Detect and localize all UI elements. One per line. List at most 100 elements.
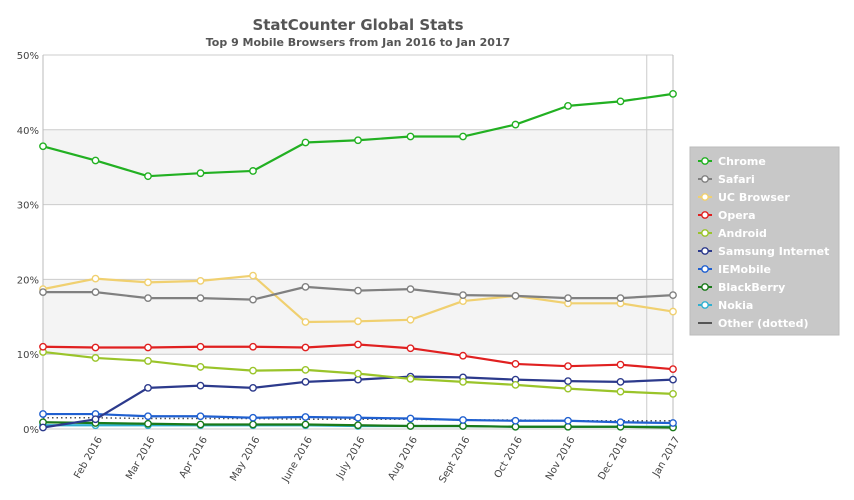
data-point-blackberry[interactable] bbox=[196, 420, 205, 429]
data-point-iemobile[interactable] bbox=[511, 416, 520, 425]
data-point-samsung-internet[interactable] bbox=[301, 377, 310, 386]
data-point-chrome[interactable] bbox=[616, 97, 625, 106]
data-point-chrome[interactable] bbox=[459, 132, 467, 141]
data-point-android[interactable] bbox=[511, 380, 520, 389]
data-point-opera[interactable] bbox=[91, 343, 100, 352]
legend-label-chrome[interactable]: Chrome bbox=[718, 155, 766, 168]
data-point-chrome[interactable] bbox=[354, 136, 362, 145]
data-point-iemobile[interactable] bbox=[616, 418, 625, 427]
data-point-safari[interactable] bbox=[196, 294, 205, 302]
data-point-chrome[interactable] bbox=[406, 132, 415, 141]
data-point-samsung-internet[interactable] bbox=[249, 383, 257, 392]
data-point-iemobile[interactable] bbox=[354, 413, 362, 422]
data-point-opera[interactable] bbox=[669, 365, 677, 374]
data-point-safari[interactable] bbox=[616, 294, 625, 302]
data-point-safari[interactable] bbox=[511, 291, 520, 300]
data-point-safari[interactable] bbox=[669, 291, 677, 300]
data-point-safari[interactable] bbox=[406, 285, 415, 294]
legend-label-opera[interactable]: Opera bbox=[718, 209, 756, 222]
data-point-iemobile[interactable] bbox=[406, 414, 415, 423]
data-point-opera[interactable] bbox=[301, 343, 310, 352]
data-point-uc-browser[interactable] bbox=[196, 276, 205, 285]
data-point-opera[interactable] bbox=[616, 360, 625, 369]
data-point-opera[interactable] bbox=[511, 360, 520, 368]
data-point-blackberry[interactable] bbox=[144, 419, 152, 428]
data-point-uc-browser[interactable] bbox=[91, 274, 100, 283]
data-point-samsung-internet[interactable] bbox=[39, 423, 47, 432]
data-point-safari[interactable] bbox=[354, 286, 362, 295]
data-point-chrome[interactable] bbox=[39, 142, 47, 151]
data-point-chrome[interactable] bbox=[564, 101, 572, 110]
data-point-opera[interactable] bbox=[406, 344, 415, 353]
legend-label-safari[interactable]: Safari bbox=[718, 173, 755, 186]
data-point-blackberry[interactable] bbox=[249, 420, 257, 429]
data-point-safari[interactable] bbox=[564, 294, 572, 302]
data-point-uc-browser[interactable] bbox=[301, 318, 310, 326]
data-point-android[interactable] bbox=[564, 384, 572, 393]
data-point-iemobile[interactable] bbox=[564, 416, 572, 425]
data-point-android[interactable] bbox=[354, 369, 362, 378]
data-point-android[interactable] bbox=[459, 377, 467, 386]
legend-label-android[interactable]: Android bbox=[718, 227, 767, 240]
data-point-blackberry[interactable] bbox=[301, 420, 310, 429]
data-point-iemobile[interactable] bbox=[196, 412, 205, 421]
data-point-android[interactable] bbox=[406, 374, 415, 383]
data-point-opera[interactable] bbox=[354, 340, 362, 349]
data-point-chrome[interactable] bbox=[301, 138, 310, 147]
legend-label-samsung-internet[interactable]: Samsung Internet bbox=[718, 245, 829, 258]
legend-label-nokia[interactable]: Nokia bbox=[718, 299, 753, 312]
data-point-samsung-internet[interactable] bbox=[196, 381, 205, 390]
data-point-android[interactable] bbox=[196, 363, 205, 371]
data-point-android[interactable] bbox=[301, 366, 310, 374]
data-point-uc-browser[interactable] bbox=[669, 307, 677, 316]
data-point-chrome[interactable] bbox=[196, 169, 205, 178]
data-point-iemobile[interactable] bbox=[39, 410, 47, 418]
data-point-uc-browser[interactable] bbox=[354, 317, 362, 326]
data-point-opera[interactable] bbox=[144, 343, 152, 352]
data-point-android[interactable] bbox=[144, 357, 152, 365]
legend-marker-uc-browser bbox=[701, 193, 709, 201]
data-point-blackberry[interactable] bbox=[406, 422, 415, 430]
data-point-android[interactable] bbox=[91, 354, 100, 362]
data-point-opera[interactable] bbox=[196, 342, 205, 351]
data-point-safari[interactable] bbox=[459, 291, 467, 300]
data-point-chrome[interactable] bbox=[249, 167, 257, 175]
data-point-opera[interactable] bbox=[39, 342, 47, 351]
data-point-samsung-internet[interactable] bbox=[669, 375, 677, 384]
data-point-opera[interactable] bbox=[564, 362, 572, 371]
legend-label-uc-browser[interactable]: UC Browser bbox=[718, 191, 790, 204]
data-point-opera[interactable] bbox=[459, 351, 467, 360]
legend-label-blackberry[interactable]: BlackBerry bbox=[718, 281, 785, 294]
data-point-chrome[interactable] bbox=[669, 89, 677, 98]
data-point-samsung-internet[interactable] bbox=[616, 377, 625, 386]
data-point-safari[interactable] bbox=[301, 282, 310, 291]
data-point-samsung-internet[interactable] bbox=[144, 383, 152, 392]
data-point-android[interactable] bbox=[616, 387, 625, 396]
data-point-chrome[interactable] bbox=[511, 120, 520, 129]
data-point-blackberry[interactable] bbox=[354, 421, 362, 430]
data-point-samsung-internet[interactable] bbox=[91, 415, 100, 424]
data-point-safari[interactable] bbox=[39, 288, 47, 297]
data-point-safari[interactable] bbox=[144, 294, 152, 302]
data-point-iemobile[interactable] bbox=[301, 413, 310, 421]
x-tick-label: Sept 2016 bbox=[437, 435, 472, 485]
data-point-samsung-internet[interactable] bbox=[564, 377, 572, 386]
data-point-uc-browser[interactable] bbox=[144, 278, 152, 287]
data-point-iemobile[interactable] bbox=[144, 412, 152, 421]
data-point-safari[interactable] bbox=[249, 295, 257, 304]
data-point-chrome[interactable] bbox=[144, 172, 152, 181]
data-point-uc-browser[interactable] bbox=[406, 315, 415, 324]
data-point-iemobile[interactable] bbox=[249, 413, 257, 422]
series-lines bbox=[39, 89, 677, 432]
data-point-opera[interactable] bbox=[249, 342, 257, 351]
data-point-iemobile[interactable] bbox=[459, 416, 467, 424]
data-point-chrome[interactable] bbox=[91, 156, 100, 165]
data-point-safari[interactable] bbox=[91, 288, 100, 297]
data-point-iemobile[interactable] bbox=[669, 419, 677, 427]
legend-label-iemobile[interactable]: IEMobile bbox=[718, 263, 771, 276]
data-point-uc-browser[interactable] bbox=[249, 271, 257, 280]
legend-label-other-dotted[interactable]: Other (dotted) bbox=[718, 317, 809, 330]
data-point-android[interactable] bbox=[669, 389, 677, 398]
data-point-android[interactable] bbox=[249, 366, 257, 375]
